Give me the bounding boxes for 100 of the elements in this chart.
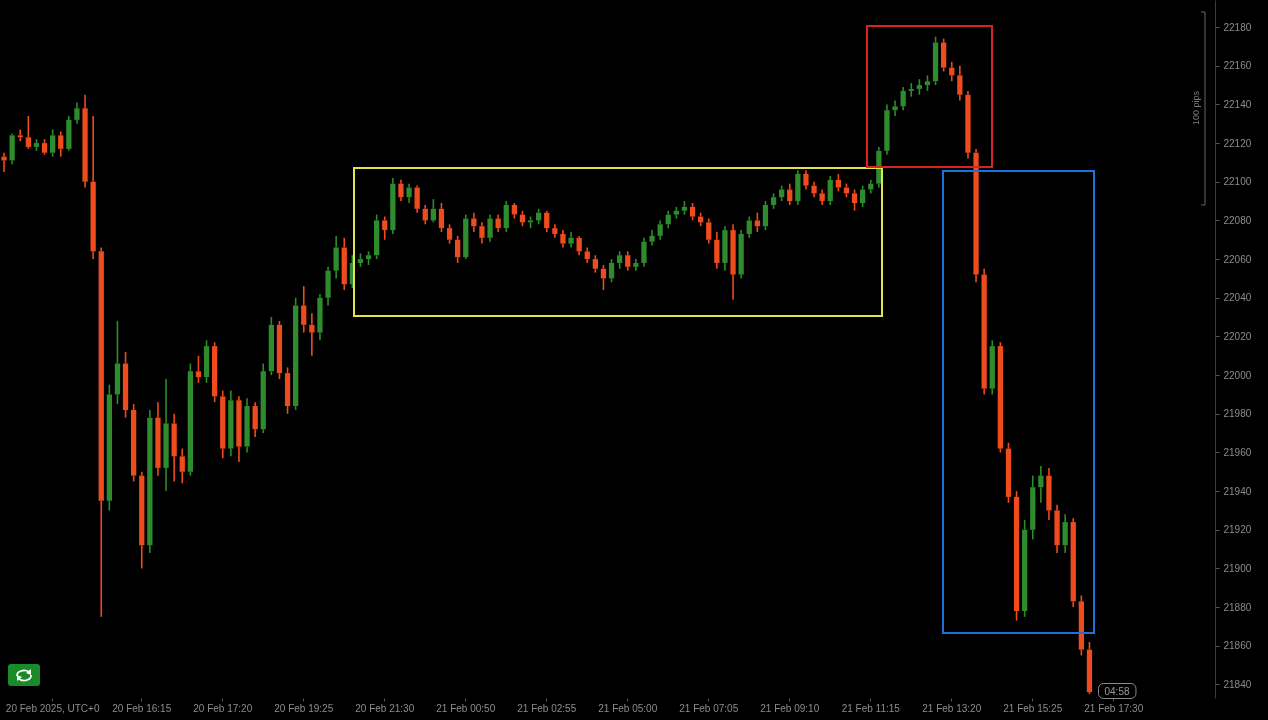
candlestick — [568, 231, 574, 249]
candlestick — [66, 115, 72, 152]
candlestick — [989, 339, 995, 396]
candlestick — [649, 229, 655, 247]
candlestick — [220, 389, 226, 460]
x-tick-label: 21 Feb 15:25 — [1003, 702, 1063, 714]
annotation: 04:58 — [1104, 685, 1130, 697]
candlestick — [228, 389, 234, 458]
candlestick — [714, 231, 720, 270]
y-tick-label: 21920 — [1223, 524, 1252, 536]
y-tick-label: 21980 — [1223, 408, 1252, 420]
y-tick-label: 21940 — [1223, 485, 1252, 497]
y-tick-label: 22000 — [1223, 369, 1252, 381]
y-tick-label: 22060 — [1223, 253, 1252, 265]
candlestick — [1, 151, 7, 173]
candlestick — [414, 184, 420, 214]
candlestick — [325, 266, 331, 307]
candlestick — [1070, 517, 1076, 608]
candlestick — [155, 401, 161, 477]
x-tick-label: 20 Feb 16:15 — [112, 702, 172, 714]
candlestick — [317, 293, 323, 342]
candlestick — [827, 175, 833, 206]
candlestick — [576, 235, 582, 257]
candlestick — [892, 99, 898, 117]
y-tick-label: 22180 — [1223, 21, 1252, 33]
x-tick-label: 21 Feb 02:55 — [517, 702, 577, 714]
y-tick-label: 21880 — [1223, 601, 1252, 613]
candlestick — [811, 180, 817, 199]
candlestick — [552, 223, 558, 239]
candlestick — [981, 267, 987, 396]
y-tick-label: 21960 — [1223, 446, 1252, 458]
candlestick — [795, 169, 801, 206]
candlestick — [171, 412, 177, 483]
candlestick — [74, 101, 80, 125]
candlestick — [139, 470, 145, 570]
candlestick — [722, 225, 728, 272]
candlestick — [98, 246, 104, 618]
candlestick — [487, 213, 493, 243]
candlestick — [163, 378, 169, 492]
y-tick-label: 21860 — [1223, 640, 1252, 652]
x-tick-label: 20 Feb 19:25 — [274, 702, 334, 714]
candlestick — [1062, 513, 1068, 554]
candlestick — [746, 215, 752, 239]
candlestick — [544, 209, 550, 233]
candlestick — [495, 213, 501, 233]
candlestick — [908, 82, 914, 98]
candlestick — [479, 221, 485, 245]
x-tick-label: 21 Feb 17:30 — [1084, 702, 1144, 714]
x-tick-label: 21 Feb 05:00 — [598, 702, 658, 714]
candlestick — [900, 86, 906, 112]
candlestick — [179, 447, 185, 485]
candlestick — [973, 148, 979, 284]
candlestick — [82, 93, 88, 189]
x-tick-label: 21 Feb 11:15 — [841, 702, 901, 714]
candlestick — [965, 90, 971, 160]
candlestick — [398, 179, 404, 202]
x-tick-label: 21 Feb 09:10 — [760, 702, 820, 714]
candlestick — [244, 397, 250, 454]
candlestick — [1038, 465, 1044, 504]
annotation: 100 pips — [1191, 90, 1201, 126]
x-tick-label: 21 Feb 07:05 — [679, 702, 739, 714]
candlestick — [884, 103, 890, 156]
candlestick — [625, 250, 631, 272]
candlestick — [58, 130, 64, 158]
candlestick — [787, 182, 793, 206]
candlestick — [9, 132, 15, 166]
candlestick — [341, 237, 347, 291]
candlestick — [730, 223, 736, 301]
candlestick — [301, 285, 307, 334]
candlestick — [406, 182, 412, 204]
x-tick-label: 20 Feb 2025, UTC+0 — [5, 702, 100, 714]
y-tick-label: 22100 — [1223, 176, 1252, 188]
candlestick — [236, 395, 242, 463]
candlestick — [706, 217, 712, 245]
candlestick — [819, 188, 825, 206]
candlestick — [560, 229, 566, 249]
x-tick-label: 21 Feb 00:50 — [436, 702, 496, 714]
y-tick-label: 22140 — [1223, 98, 1252, 110]
candlestick — [738, 229, 744, 280]
candlestick — [463, 213, 469, 260]
candlestick — [333, 235, 339, 280]
x-tick-label: 20 Feb 17:20 — [193, 702, 253, 714]
candlestick — [957, 64, 963, 102]
candlestick — [252, 401, 258, 438]
y-tick-label: 22120 — [1223, 137, 1252, 149]
x-tick-label: 21 Feb 13:20 — [922, 702, 982, 714]
candlestick — [309, 312, 315, 357]
candlestick — [260, 362, 266, 434]
x-tick-label: 20 Feb 21:30 — [355, 702, 415, 714]
candlestick — [503, 200, 509, 233]
candlestick — [17, 128, 23, 142]
candlestick — [382, 215, 388, 241]
candlestick — [1030, 474, 1036, 541]
candlestick — [422, 204, 428, 226]
candlestick — [147, 409, 153, 554]
y-tick-label: 22020 — [1223, 330, 1252, 342]
candlestick — [471, 211, 477, 233]
y-tick-label: 22160 — [1223, 60, 1252, 72]
y-tick-label: 22040 — [1223, 292, 1252, 304]
candlestick — [390, 177, 396, 235]
